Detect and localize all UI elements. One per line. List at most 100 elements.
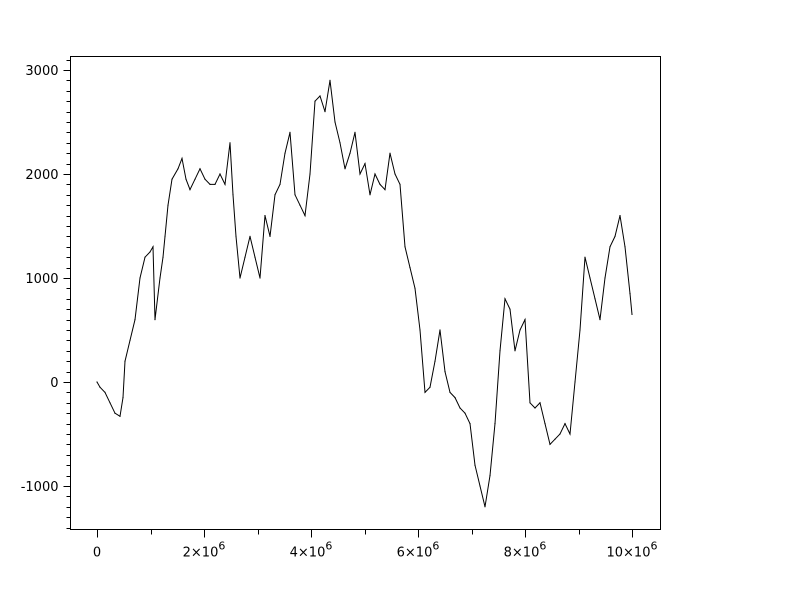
data-point: [152, 246, 154, 248]
data-point: [614, 235, 616, 237]
data-point: [299, 204, 301, 206]
data-point: [419, 329, 421, 331]
data-point: [329, 79, 331, 81]
data-point: [549, 443, 551, 445]
data-point: [319, 95, 321, 97]
data-point: [414, 287, 416, 289]
data-point: [484, 506, 486, 508]
data-point: [469, 423, 471, 425]
data-point: [631, 313, 633, 315]
data-point: [399, 183, 401, 185]
data-point: [304, 215, 306, 217]
data-series-line: [96, 80, 633, 507]
data-point: [122, 397, 124, 399]
data-point: [589, 277, 591, 279]
data-point: [349, 152, 351, 154]
x-tick-label: 4×106: [290, 540, 333, 561]
data-point: [489, 475, 491, 477]
data-point: [314, 100, 316, 102]
data-point: [564, 423, 566, 425]
data-point: [374, 173, 376, 175]
data-point: [259, 277, 261, 279]
y-tick-label: 1000: [25, 272, 58, 287]
plot-frame: [70, 56, 661, 530]
data-point: [149, 251, 151, 253]
data-point: [214, 183, 216, 185]
data-point: [574, 381, 576, 383]
data-point: [209, 183, 211, 185]
data-point: [609, 246, 611, 248]
data-point: [569, 433, 571, 435]
data-point: [494, 423, 496, 425]
data-point: [624, 246, 626, 248]
data-point: [309, 173, 311, 175]
y-tick-label: 3000: [25, 64, 58, 79]
data-point: [619, 215, 621, 217]
data-point: [369, 194, 371, 196]
data-point: [459, 407, 461, 409]
data-point: [499, 350, 501, 352]
data-point: [181, 157, 183, 159]
data-point: [224, 183, 226, 185]
data-point: [219, 173, 221, 175]
data-point: [359, 173, 361, 175]
data-point: [167, 204, 169, 206]
data-point: [189, 189, 191, 191]
data-point: [454, 397, 456, 399]
x-tick-label: 6×106: [397, 540, 440, 561]
data-point: [629, 293, 631, 295]
data-point: [539, 402, 541, 404]
data-point: [139, 277, 141, 279]
data-point: [269, 235, 271, 237]
data-point: [229, 142, 231, 144]
data-point: [534, 407, 536, 409]
data-point: [104, 391, 106, 393]
data-point: [199, 168, 201, 170]
data-point: [479, 485, 481, 487]
data-point: [177, 168, 179, 170]
data-point: [109, 402, 111, 404]
data-point: [444, 371, 446, 373]
data-point: [294, 194, 296, 196]
x-tick-base: 6×10: [397, 546, 433, 561]
data-point: [424, 391, 426, 393]
data-point: [334, 121, 336, 123]
data-point: [96, 381, 98, 383]
data-point: [559, 433, 561, 435]
data-point: [114, 412, 116, 414]
data-point: [274, 194, 276, 196]
data-point: [439, 329, 441, 331]
data-point: [144, 256, 146, 258]
data-point: [99, 386, 101, 388]
x-tick-label: 8×106: [504, 540, 547, 561]
data-point: [529, 402, 531, 404]
x-axis: 0 2×106 4×106 6×106 8×106 10×106: [93, 529, 657, 561]
data-point: [544, 423, 546, 425]
data-point: [604, 277, 606, 279]
x-tick-exponent: 6: [539, 540, 546, 553]
data-point: [129, 339, 131, 341]
data-point: [434, 360, 436, 362]
data-point: [339, 142, 341, 144]
data-point: [171, 178, 173, 180]
data-point: [364, 163, 366, 165]
data-point: [162, 256, 164, 258]
data-point: [254, 256, 256, 258]
x-tick-base: 4×10: [290, 546, 326, 561]
data-point: [389, 152, 391, 154]
x-tick-exponent: 6: [325, 540, 332, 553]
data-point: [579, 329, 581, 331]
x-tick-label: 0: [93, 546, 101, 561]
data-point: [244, 256, 246, 258]
data-point: [599, 319, 601, 321]
data-point: [524, 319, 526, 321]
data-point: [185, 178, 187, 180]
data-point: [232, 194, 234, 196]
data-point: [204, 178, 206, 180]
data-point: [394, 173, 396, 175]
data-point: [519, 329, 521, 331]
data-point: [504, 298, 506, 300]
data-point: [379, 183, 381, 185]
y-tick-label: 2000: [25, 168, 58, 183]
